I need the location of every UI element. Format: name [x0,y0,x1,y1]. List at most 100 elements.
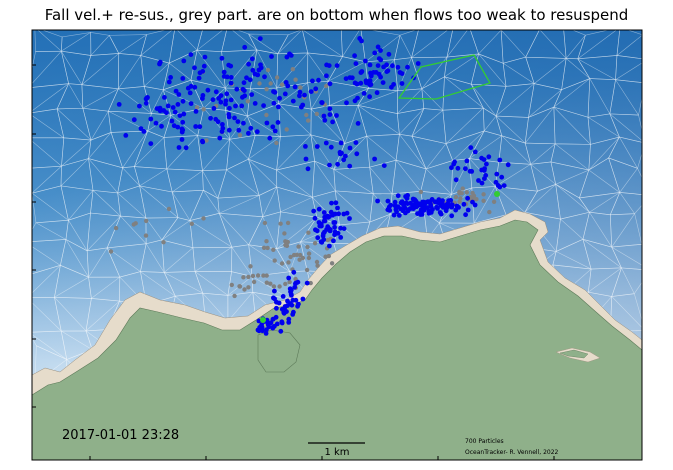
moving-particle [451,161,457,167]
moving-particle [303,156,309,162]
moving-particle [329,200,334,206]
bottom-particle [261,245,267,250]
moving-particle [395,64,401,70]
bottom-particle [286,260,291,265]
moving-particle [381,64,386,70]
moving-particle [267,135,273,141]
moving-particle [261,103,266,108]
moving-particle [200,96,205,101]
moving-particle [236,127,242,133]
bottom-particle [237,133,243,138]
moving-particle [338,140,344,146]
moving-particle [271,100,277,106]
timestamp-label: 2017-01-01 23:28 [62,428,179,443]
moving-particle [179,129,185,135]
moving-particle [226,114,232,120]
moving-particle [279,320,285,326]
moving-particle [169,118,175,124]
moving-particle [249,92,255,97]
moving-particle [200,69,206,74]
map-title: Fall vel.+ re-sus., grey part. are on bo… [44,6,629,24]
moving-particle [181,111,187,117]
bottom-particle [315,263,320,268]
moving-particle [353,61,359,66]
moving-particle [131,117,137,123]
moving-particle [302,92,307,98]
bottom-particle [312,241,318,246]
moving-particle [397,70,403,75]
moving-particle [338,235,344,240]
bottom-particle [481,198,486,203]
moving-particle [233,103,238,109]
bottom-particle [460,186,465,191]
moving-particle [375,198,380,204]
moving-particle [482,176,487,182]
bottom-particle [481,192,486,197]
moving-particle [291,269,297,275]
moving-particle [392,203,398,209]
moving-particle [304,280,310,286]
moving-particle [367,62,373,68]
bottom-particle [287,279,292,285]
moving-particle [332,220,338,225]
bottom-particle [305,244,310,250]
moving-particle [197,124,203,130]
moving-particle [281,310,287,315]
bottom-particle [242,287,247,292]
moving-particle [193,124,199,129]
moving-particle [183,145,189,151]
bottom-particle [113,225,119,231]
bottom-particle [306,118,311,123]
moving-particle [385,198,391,204]
bottom-particle [298,85,303,90]
moving-particle [285,303,290,308]
bottom-particle [326,253,331,259]
moving-particle [193,109,199,114]
moving-particle [272,296,277,302]
moving-particle [405,201,410,207]
bottom-particle [306,251,312,256]
bottom-particle [464,190,469,195]
moving-particle [388,202,394,208]
moving-particle [241,80,247,86]
moving-particle [449,202,455,208]
moving-particle [248,125,254,131]
moving-particle [241,88,247,93]
bottom-particle [166,206,172,212]
moving-particle [254,129,260,135]
moving-particle [211,106,217,111]
moving-particle [355,121,361,126]
moving-particle [333,200,339,206]
moving-particle [162,95,167,100]
moving-particle [257,36,263,41]
moving-particle [412,197,418,203]
moving-particle [316,220,322,225]
moving-particle [449,165,454,171]
moving-particle [284,54,290,60]
moving-particle [242,44,248,50]
moving-particle [264,120,270,126]
moving-particle [391,82,396,87]
moving-particle [417,202,422,208]
moving-particle [272,323,277,329]
moving-particle [157,59,163,65]
moving-particle [258,65,264,71]
moving-particle [440,198,445,204]
moving-particle [200,139,206,145]
bottom-particle [144,218,149,224]
release-point-1 [494,191,500,197]
moving-particle [327,162,332,168]
moving-particle [375,44,381,50]
moving-particle [332,211,338,217]
bottom-particle [306,230,311,235]
moving-particle [375,63,381,68]
moving-particle [263,331,269,336]
bottom-particle [288,254,293,260]
moving-particle [353,140,359,146]
moving-particle [453,177,459,183]
moving-particle [316,77,321,83]
bottom-particle [264,273,269,278]
moving-particle [386,51,392,57]
moving-particle [465,207,471,213]
